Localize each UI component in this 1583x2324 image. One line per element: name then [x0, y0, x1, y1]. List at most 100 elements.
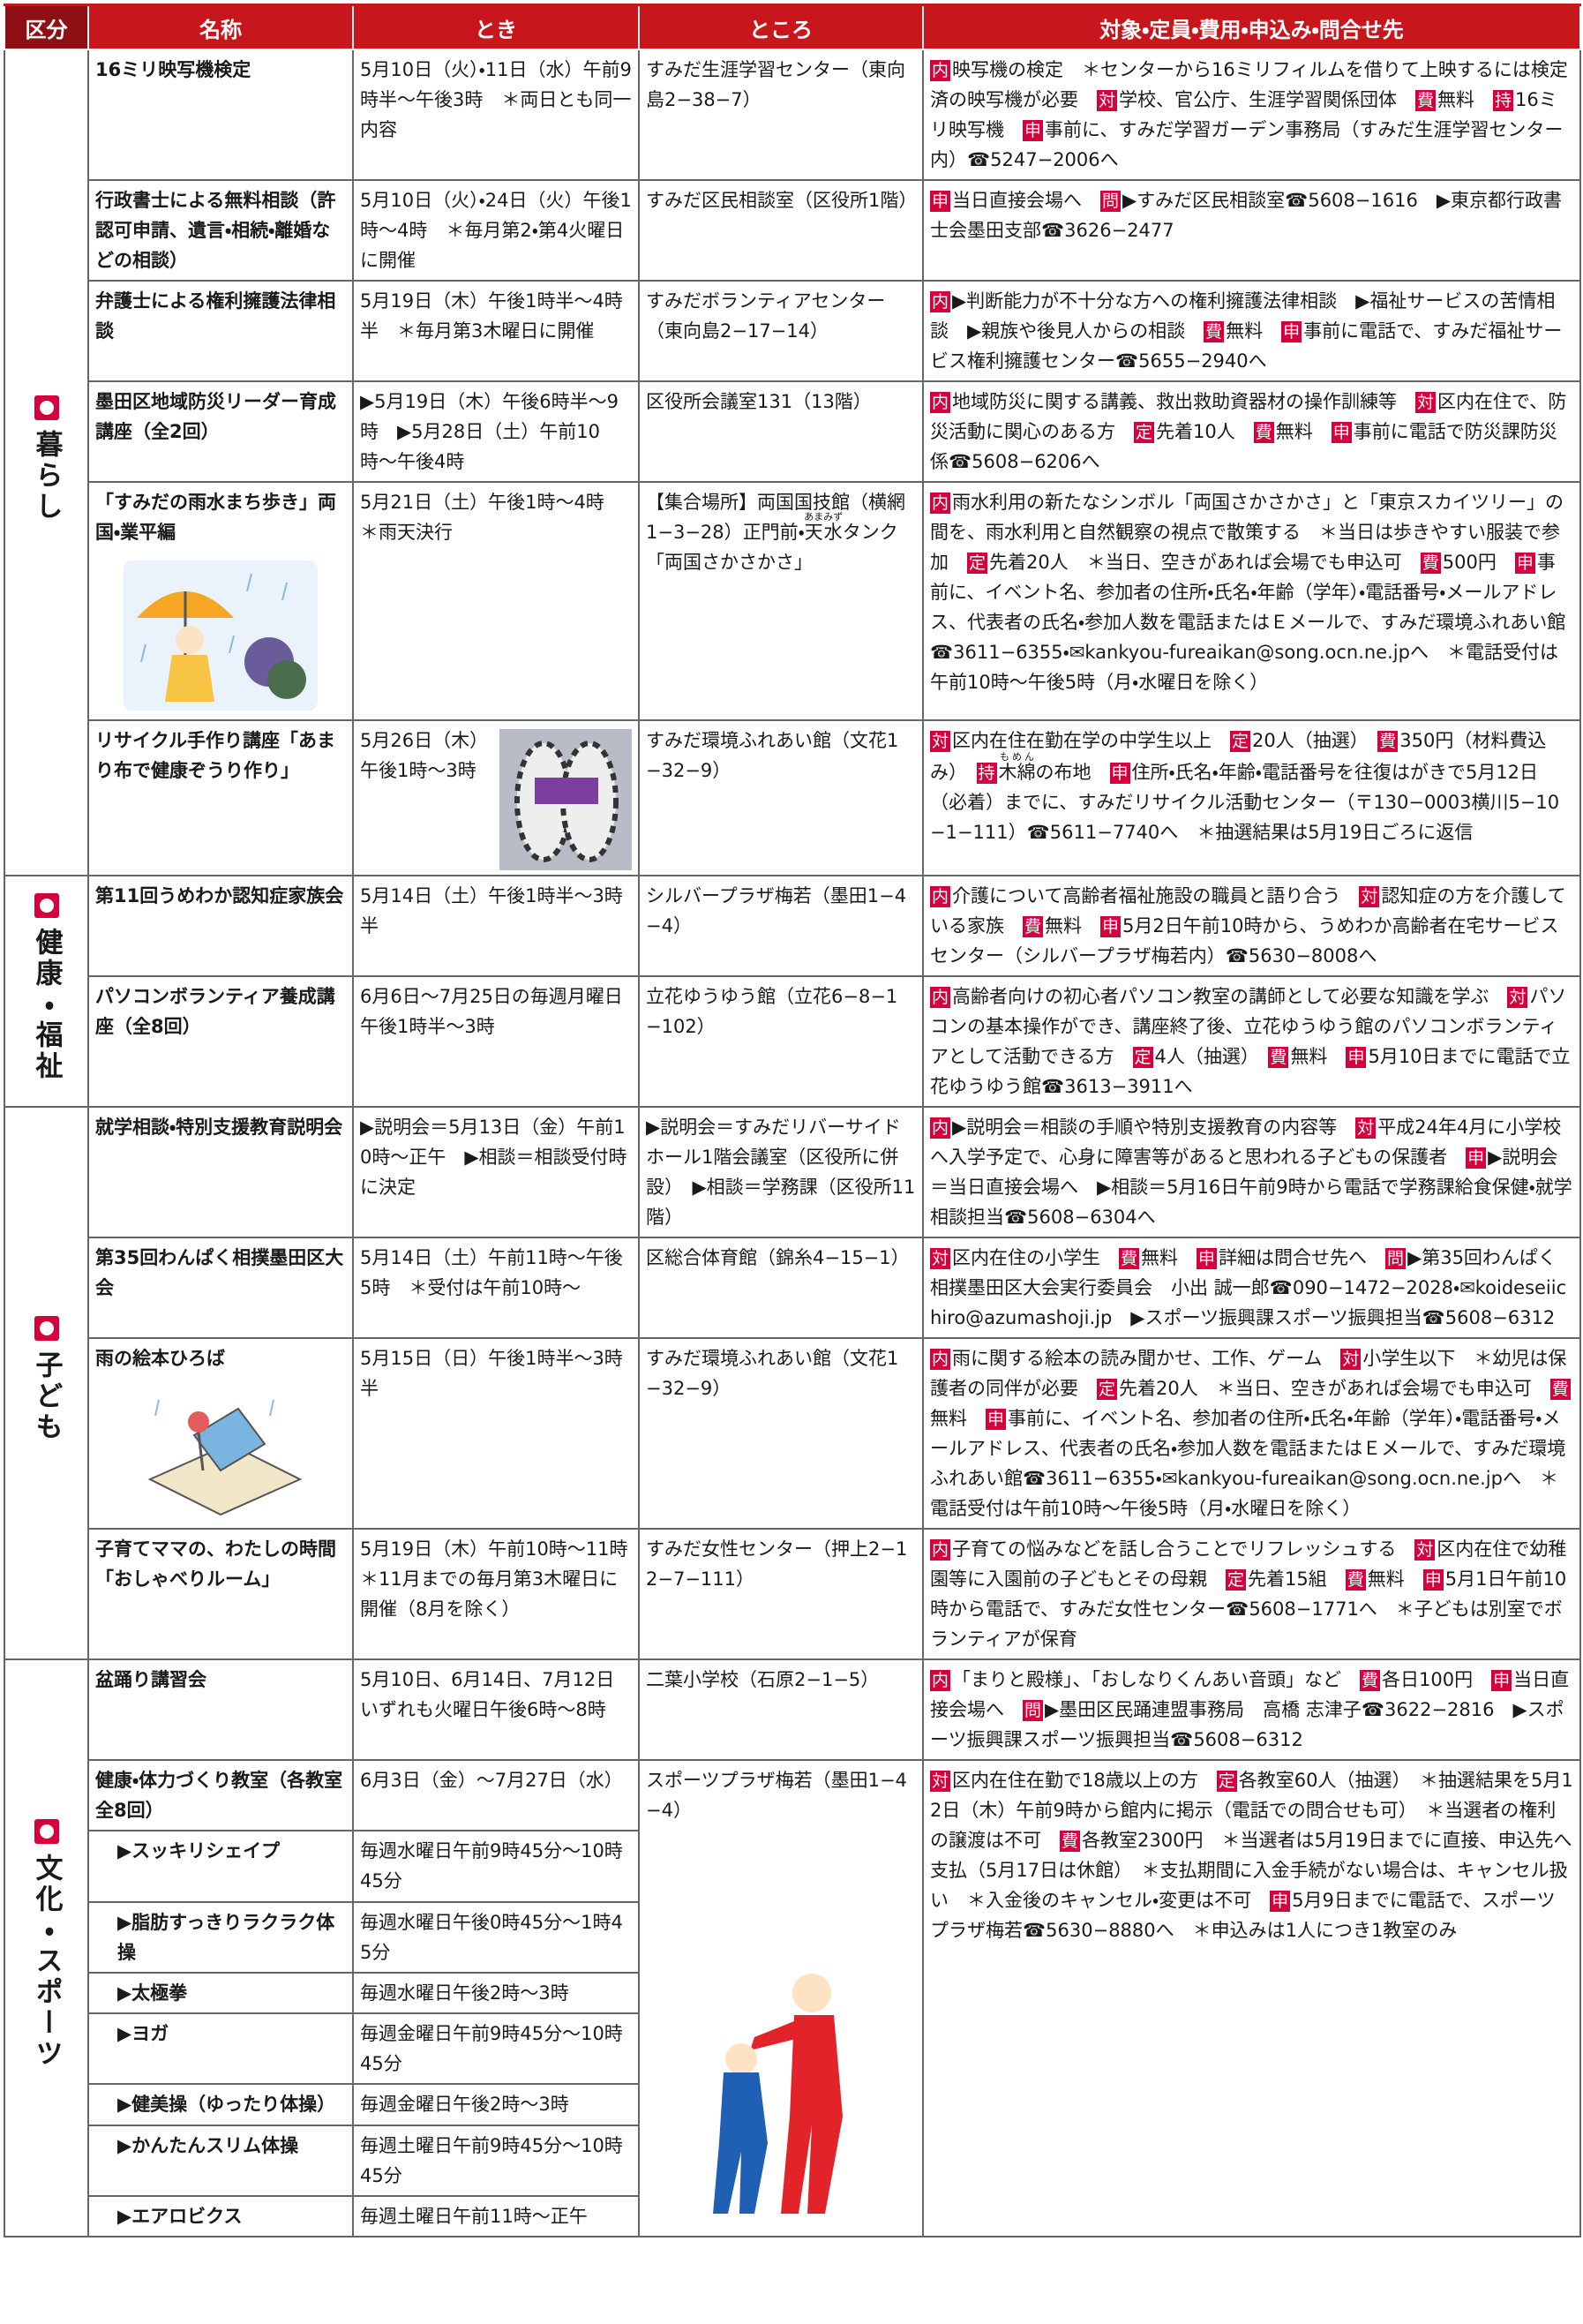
name-cell: 「すみだの雨水まち歩き」両国・業平編 — [87, 481, 354, 721]
name-cell: 墨田区地域防災リーダー育成講座（全2回） — [87, 380, 354, 483]
text: 先着10人 — [1156, 421, 1254, 442]
class-row: ▶脂肪すっきりラクラク体操 毎週水曜日午後0時45分〜1時45分 — [4, 1900, 1580, 1974]
label-badge: 内 — [930, 392, 951, 413]
text: 「すみだの雨水まち歩き」両国・業平編 — [95, 492, 336, 543]
text: 無料 — [1226, 320, 1282, 342]
event-row: 墨田区地域防災リーダー育成講座（全2回） ▶5月19日（木）午後6時半〜9時 ▶5… — [4, 380, 1581, 483]
time-cell: 5月14日（土）午前11時〜午後5時 ＊受付は午前10時〜 — [352, 1237, 640, 1339]
details-cell: 内「まりと殿様」、「おしなりくんあい音頭」など 費各日100円 申当日直接会場へ… — [922, 1658, 1581, 1761]
category-icon — [34, 892, 59, 918]
text: パソコンボランティア養成講座（全8回） — [95, 986, 335, 1037]
column-header: 区分 — [4, 4, 89, 50]
text: 弁護士による権利擁護法律相談 — [95, 290, 336, 342]
place-cell: 立花ゆうゆう館（立花6−8−1−102） — [638, 975, 924, 1108]
details-cell: 対区内在住在勤で18歳以上の方 定各教室60人（抽選） ＊抽選結果を5月12日（… — [922, 1759, 1581, 2238]
text: 子育ての悩みなどを話し合うことでリフレッシュする — [952, 1538, 1415, 1560]
text: 高齢者向けの初心者パソコン教室の講師として必要な知識を学ぶ — [952, 986, 1508, 1007]
text: 区内在住在勤在学の中学生以上 — [952, 730, 1231, 751]
label-badge: 申 — [1422, 1569, 1444, 1591]
text: 第11回うめわか認知症家族会 — [95, 885, 344, 906]
column-header: 名称 — [87, 4, 354, 50]
text: 盆踊り講習会 — [95, 1669, 206, 1690]
text: 就学相談・特別支援教育説明会 — [95, 1117, 343, 1138]
place-cell: すみだ区民相談室（区役所1階） — [638, 179, 924, 282]
event-row: 暮らし 16ミリ映写機検定 5月10日（火）・11日（水）午前9時半〜午後3時 ＊両… — [4, 49, 1581, 876]
text: すみだ環境ふれあい館（文花1−32−9） — [646, 730, 899, 781]
text: すみだ女性センター（押上2−12−7−111） — [646, 1538, 908, 1590]
text: ▶すみだ区民相談室☎5608−1616 ▶東京都行政書士会墨田支部☎3626−2… — [930, 190, 1562, 241]
text: 事前に、イベント名、参加者の住所・氏名・年齢（学年）・電話番号・メールアドレス、… — [930, 552, 1566, 693]
place-cell: 【集合場所】両国国技館（横網1−3−28）正門前・天水あまみずタンク「両国さかさ… — [638, 481, 924, 721]
text: ▶墨田区民踊連盟事務局 高橋 志津子☎3622−2816 ▶スポーツ振興課スポー… — [930, 1699, 1564, 1750]
details-cell: 内高齢者向けの初心者パソコン教室の講師として必要な知識を学ぶ 対パソコンの基本操… — [922, 975, 1581, 1108]
class-row: ▶健美操（ゆったり体操） 毎週金曜日午後2時〜3時 — [4, 2083, 1580, 2126]
text: すみだ生涯学習センター（東向島2−38−7） — [646, 59, 905, 110]
category-label: 健康・福祉 — [30, 927, 63, 1082]
text: 二葉小学校（石原2−1−5） — [646, 1669, 880, 1690]
category-cell: 子ども — [4, 1106, 89, 1660]
text: 区内在住の小学生 — [952, 1247, 1120, 1268]
name sub-cell: ▶太極拳 — [87, 1971, 354, 2015]
label-badge: 対 — [930, 1248, 951, 1269]
text: 先着20人 ＊当日、空きがあれば会場でも申込可 — [989, 552, 1421, 573]
label-badge: 申 — [986, 1409, 1007, 1430]
column-header: とき — [352, 4, 640, 50]
text: 無料 — [1141, 1247, 1197, 1268]
label-badge: 内 — [930, 1117, 951, 1139]
details-cell: 内子育ての悩みなどを話し合うことでリフレッシュする 対区内在住で幼稚園等に入園前… — [922, 1528, 1581, 1660]
label-badge: 対 — [1097, 90, 1118, 111]
text: ▶スッキリシェイプ — [117, 1840, 281, 1862]
text: ▶健美操（ゆったり体操） — [117, 2094, 336, 2116]
label-badge: 定 — [1097, 1379, 1118, 1400]
text: ▶判断能力が不十分な方への権利擁護法律相談 ▶福祉サービスの苦情相談 ▶親族や後… — [930, 290, 1556, 342]
name-cell: リサイクル手作り講座「あまり布で健康ぞうり作り」 — [87, 719, 354, 876]
event-row: 行政書士による無料相談（許認可申請、遺言・相続・離婚などの相談） 5月10日（火）… — [4, 179, 1581, 282]
ruby-base: 天水 — [804, 522, 844, 543]
time-cell: 5月10日（火）・24日（火）午後1時〜4時 ＊毎月第2・第4火曜日に開催 — [352, 179, 640, 282]
text: 当日直接会場へ — [952, 190, 1101, 211]
details-cell: 対区内在住在勤在学の中学生以上 定 20人（抽選） 費 350円（材料費込み） 持木… — [922, 719, 1581, 876]
label-badge: 持 — [1493, 90, 1514, 111]
text: 無料 — [930, 1408, 986, 1429]
name-cell: 盆踊り講習会 — [87, 1658, 354, 1761]
event-row: 弁護士による権利擁護法律相談 5月19日（木）午後1時半〜4時半 ＊毎月第3木曜日… — [4, 280, 1581, 382]
category-label: 子ども — [30, 1350, 63, 1443]
name-cell: 雨の絵本ひろば — [87, 1337, 354, 1530]
category-cell: 暮らし — [4, 49, 89, 876]
label-badge: 定 — [1134, 422, 1155, 443]
text: 雨の絵本ひろば — [95, 1348, 225, 1369]
text: ▶脂肪すっきりラクラク体操 — [117, 1911, 335, 1963]
text: 5月1日午前10時から電話で、すみだ女性センター☎5608−1771へ ＊子ども… — [930, 1568, 1567, 1650]
text: 小学生以下 ＊幼児は保護者の同伴が必要 — [930, 1348, 1567, 1399]
text: 毎週金曜日午前9時45分〜10時45分 — [360, 2023, 623, 2075]
text: 5月19日（木）午後1時半〜4時半 ＊毎月第3木曜日に開催 — [360, 290, 623, 342]
time-cell: 毎週水曜日午前9時45分〜10時45分 — [352, 1830, 640, 1903]
text: 5月9日までに電話で、スポーツプラザ梅若☎5630−8880へ ＊申込みは1人に… — [930, 1890, 1556, 1941]
label-badge: 問 — [1100, 191, 1122, 212]
text: 5月10日（火）・11日（水）午前9時半〜午後3時 ＊両日とも同一内容 — [360, 59, 632, 140]
time-cell: 6月3日（金）〜7月27日（水） — [352, 1758, 640, 1832]
text: 無料 — [1290, 1046, 1347, 1067]
details-cell: 内介護について高齢者福祉施設の職員と語り合う 対認知症の方を介護している家族 費… — [922, 875, 1581, 977]
name sub-cell: ▶脂肪すっきりラクラク体操 — [87, 1900, 354, 1974]
column-header: ところ — [638, 4, 924, 50]
time-cell: ▶説明会＝5月13日（金）午前10時〜正午 ▶相談＝相談受付時に決定 — [352, 1106, 640, 1238]
label-badge: 費 — [1345, 1569, 1366, 1591]
category-icon — [34, 395, 59, 420]
text: 【集合場所】両国国技館（横網1−3−28）正門前・ — [646, 492, 905, 543]
text: 墨田区地域防災リーダー育成講座（全2回） — [95, 391, 336, 442]
text: 区役所会議室131（13階） — [646, 391, 872, 412]
time-cell: 5月19日（木）午前10時〜11時 ＊11月までの毎月第3木曜日に開催（8月を除… — [352, 1528, 647, 1660]
label-badge: 費 — [1268, 1047, 1289, 1068]
event-row: 「すみだの雨水まち歩き」両国・業平編 5月21日（土）午後1時〜4時 ＊雨天決行… — [4, 481, 1581, 721]
label-badge: 対 — [1359, 886, 1380, 907]
event-row: 文化・スポーツ 盆踊り講習会 5月10日、6月14日、7月12日いずれも火曜日午後6… — [4, 1658, 1581, 2238]
text: ▶第35回わんぱく相撲墨田区大会実行委員会 小出 誠一郎☎090−1472−20… — [930, 1247, 1567, 1328]
text: 事前に、すみだ学習ガーデン事務局（すみだ生涯学習センター内）☎5247−2006… — [930, 119, 1564, 170]
exercise-illustration — [713, 1974, 843, 2214]
text: ▶太極拳 — [117, 1982, 188, 2004]
text: リサイクル手作り講座「あまり布で健康ぞうり作り」 — [95, 730, 335, 781]
ruby-text: 木綿もめん — [999, 751, 1036, 783]
time-cell: 毎週金曜日午前9時45分〜10時45分 — [352, 2012, 640, 2086]
label-badge: 対 — [1507, 987, 1528, 1008]
